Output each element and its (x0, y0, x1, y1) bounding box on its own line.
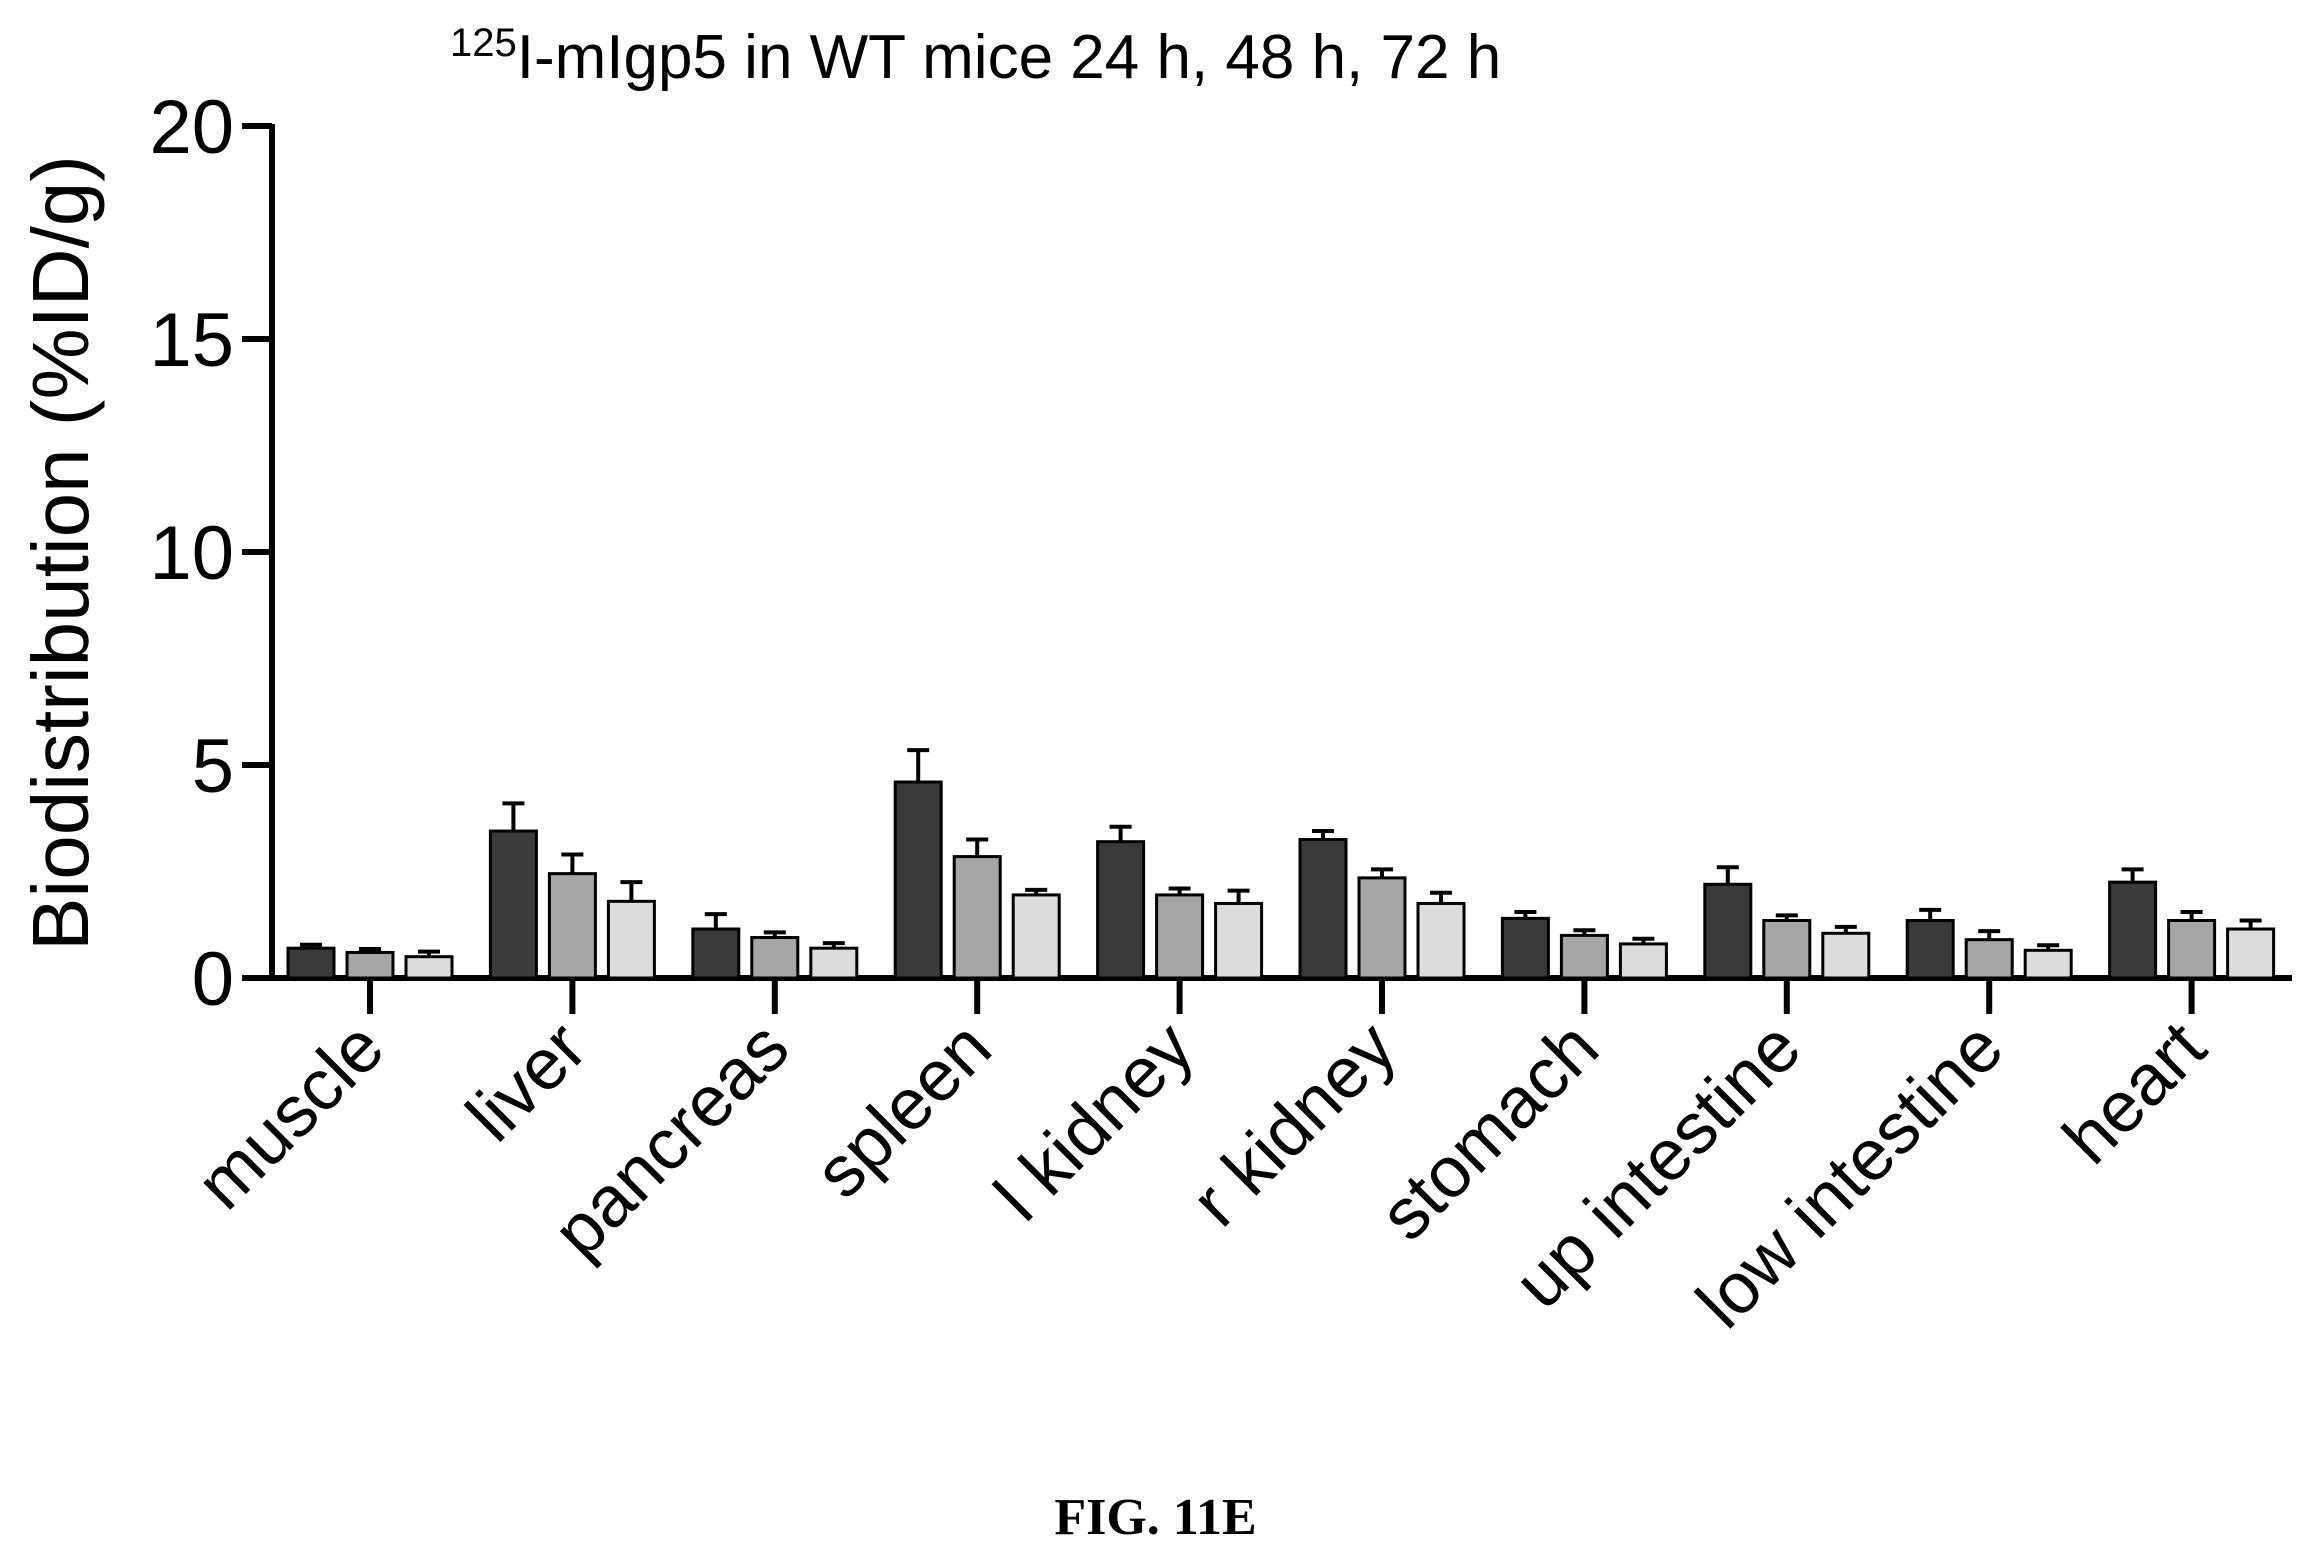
bar (1298, 838, 1348, 980)
bar (750, 936, 800, 980)
bar (1011, 893, 1061, 980)
bar (1096, 840, 1146, 980)
y-tick-label: 10 (149, 511, 234, 596)
y-tick-label: 0 (192, 937, 234, 1022)
x-category-label: muscle (181, 1007, 399, 1225)
x-category-label: liver (452, 1007, 602, 1157)
chart-title-main: I-mIgp5 in WT mice 24 h, 48 h, 72 h (517, 23, 1501, 92)
bar (1559, 933, 1609, 980)
bar (691, 927, 741, 980)
bars (286, 748, 2276, 980)
bar (1155, 893, 1205, 980)
bar (606, 899, 656, 980)
bar (2108, 880, 2158, 980)
bar (1821, 931, 1871, 980)
x-category-label: spleen (800, 1007, 1007, 1214)
bar (1357, 876, 1407, 980)
bar (345, 950, 395, 980)
chart-title: 125I-mIgp5 in WT mice 24 h, 48 h, 72 h (450, 21, 1501, 92)
bar (952, 855, 1002, 980)
bar (404, 955, 454, 980)
bar (286, 946, 336, 980)
bar (1416, 901, 1466, 980)
bar (2226, 927, 2276, 980)
bar (893, 780, 943, 980)
y-tick-label: 5 (192, 724, 234, 809)
y-tick-label: 15 (149, 298, 234, 383)
bar (1905, 918, 1955, 980)
chart-title-superscript: 125 (450, 21, 517, 65)
bar (1500, 916, 1550, 980)
x-category-label: heart (2048, 1007, 2221, 1180)
bar (488, 829, 538, 980)
bar (1618, 942, 1668, 980)
bar (2023, 948, 2073, 980)
bar (1964, 938, 2014, 980)
y-ticks: 0 5 10 15 20 (149, 85, 272, 1022)
bar (547, 872, 597, 980)
bar (809, 946, 859, 980)
y-axis-label: Biodistribution (%ID/g) (16, 155, 105, 951)
y-tick-label: 20 (149, 85, 234, 170)
x-category-label: l kidney (980, 1007, 1209, 1236)
bar (2167, 918, 2217, 980)
figure-caption: FIG. 11E (1054, 1489, 1257, 1546)
bar (1703, 882, 1753, 980)
bar (1762, 918, 1812, 980)
bar (1214, 901, 1264, 980)
